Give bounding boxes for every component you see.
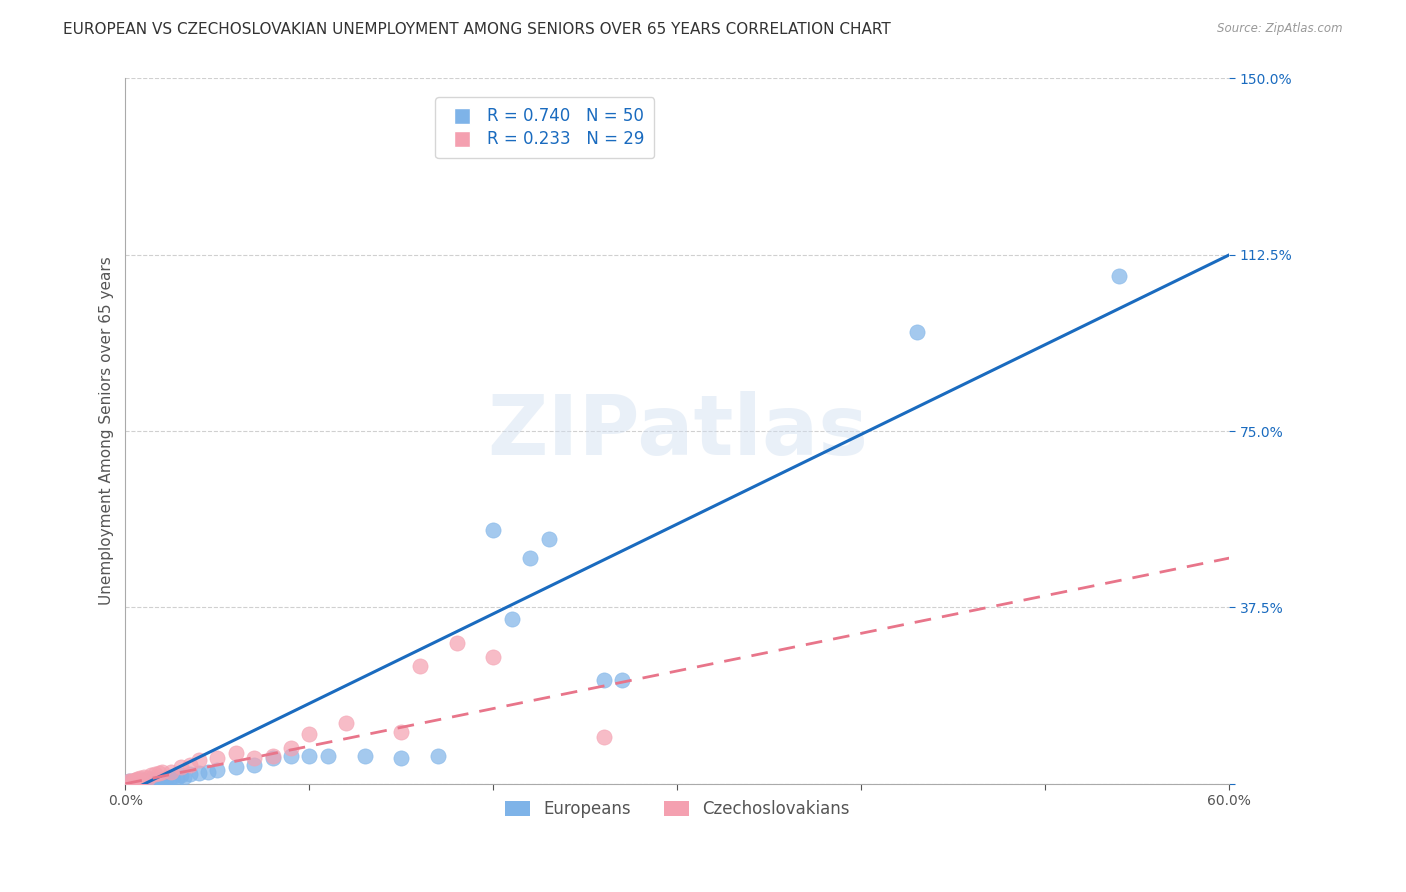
Point xyxy=(280,748,302,763)
Point xyxy=(173,770,195,784)
Text: ZIPatlas: ZIPatlas xyxy=(486,391,868,472)
Point xyxy=(519,551,541,566)
Point xyxy=(427,748,450,763)
Point xyxy=(482,649,505,664)
Point xyxy=(124,774,146,789)
Point xyxy=(905,326,928,340)
Point xyxy=(1108,268,1130,283)
Point xyxy=(335,715,357,730)
Point xyxy=(169,760,191,774)
Point xyxy=(409,659,432,673)
Point xyxy=(316,748,339,763)
Point xyxy=(243,751,266,765)
Point xyxy=(179,767,201,781)
Point xyxy=(143,767,166,781)
Point xyxy=(121,774,143,789)
Point xyxy=(446,635,468,649)
Point xyxy=(129,771,152,785)
Point xyxy=(141,774,163,789)
Point xyxy=(124,772,146,787)
Point xyxy=(143,773,166,788)
Text: Source: ZipAtlas.com: Source: ZipAtlas.com xyxy=(1218,22,1343,36)
Point xyxy=(166,771,188,785)
Point xyxy=(127,772,149,787)
Point xyxy=(179,758,201,772)
Point xyxy=(141,768,163,782)
Point xyxy=(225,746,247,760)
Point xyxy=(162,770,184,784)
Text: EUROPEAN VS CZECHOSLOVAKIAN UNEMPLOYMENT AMONG SENIORS OVER 65 YEARS CORRELATION: EUROPEAN VS CZECHOSLOVAKIAN UNEMPLOYMENT… xyxy=(63,22,891,37)
Point xyxy=(243,758,266,772)
Point xyxy=(129,775,152,789)
Point xyxy=(537,533,560,547)
Point xyxy=(131,773,153,788)
Legend: Europeans, Czechoslovakians: Europeans, Czechoslovakians xyxy=(498,794,856,825)
Point xyxy=(118,773,141,788)
Point xyxy=(135,773,157,788)
Point xyxy=(391,751,413,765)
Point xyxy=(125,772,148,786)
Point xyxy=(131,775,153,789)
Point xyxy=(127,774,149,789)
Point xyxy=(353,748,375,763)
Point xyxy=(129,773,152,788)
Point xyxy=(501,612,523,626)
Point xyxy=(136,771,159,785)
Point xyxy=(298,727,321,741)
Point xyxy=(148,772,170,787)
Point xyxy=(225,760,247,774)
Point xyxy=(207,751,229,765)
Point xyxy=(188,766,211,780)
Point xyxy=(155,772,177,786)
Point xyxy=(125,775,148,789)
Point xyxy=(120,774,142,789)
Point xyxy=(125,773,148,788)
Point xyxy=(298,748,321,763)
Point xyxy=(197,764,219,779)
Point xyxy=(150,764,173,779)
Point xyxy=(148,766,170,780)
Point xyxy=(280,741,302,756)
Point xyxy=(391,725,413,739)
Point xyxy=(592,673,614,688)
Point xyxy=(188,753,211,767)
Point xyxy=(118,774,141,789)
Point xyxy=(127,775,149,789)
Point xyxy=(136,774,159,789)
Point xyxy=(150,772,173,786)
Point xyxy=(592,730,614,744)
Y-axis label: Unemployment Among Seniors over 65 years: Unemployment Among Seniors over 65 years xyxy=(100,257,114,606)
Point xyxy=(160,764,183,779)
Point xyxy=(138,773,160,788)
Point xyxy=(142,772,165,787)
Point xyxy=(262,751,284,765)
Point xyxy=(132,774,155,789)
Point xyxy=(159,771,181,785)
Point xyxy=(120,775,142,789)
Point xyxy=(207,763,229,777)
Point xyxy=(262,748,284,763)
Point xyxy=(482,523,505,537)
Point xyxy=(124,775,146,789)
Point xyxy=(132,770,155,784)
Point xyxy=(149,773,172,788)
Point xyxy=(169,768,191,782)
Point xyxy=(612,673,634,688)
Point xyxy=(121,773,143,788)
